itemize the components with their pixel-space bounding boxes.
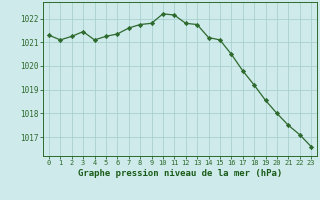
X-axis label: Graphe pression niveau de la mer (hPa): Graphe pression niveau de la mer (hPa) xyxy=(78,169,282,178)
